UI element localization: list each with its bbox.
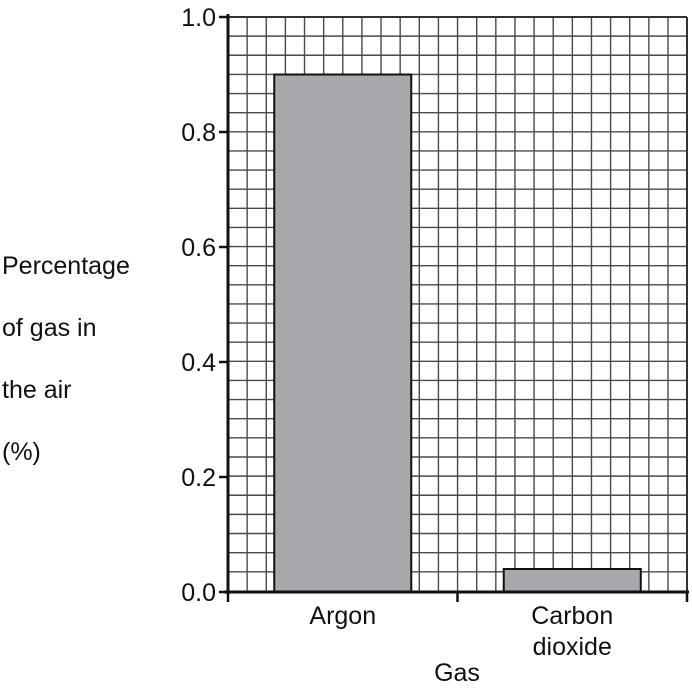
y-axis-label-line-2: of gas in — [2, 314, 97, 342]
y-tick-label-2: 0.4 — [181, 349, 216, 377]
y-axis-label: Percentage of gas in the air (%) — [2, 220, 130, 499]
y-tick-label-4: 0.8 — [181, 119, 216, 147]
y-axis-label-line-3: the air — [2, 376, 72, 404]
x-category-label-1-line-1: dioxide — [533, 633, 612, 661]
bar-0 — [273, 73, 413, 593]
bar-1 — [502, 568, 642, 593]
x-category-label-0-line-0: Argon — [309, 602, 376, 630]
y-tick-label-5: 1.0 — [181, 4, 216, 32]
x-axis-label: Gas — [434, 659, 480, 687]
y-tick-label-0: 0.0 — [181, 579, 216, 607]
y-tick-label-1: 0.2 — [181, 464, 216, 492]
y-axis-label-line-1: Percentage — [2, 252, 130, 280]
x-category-label-1-line-0: Carbon — [531, 602, 613, 630]
y-tick-label-3: 0.6 — [181, 234, 216, 262]
y-axis-label-line-4: (%) — [2, 438, 41, 466]
